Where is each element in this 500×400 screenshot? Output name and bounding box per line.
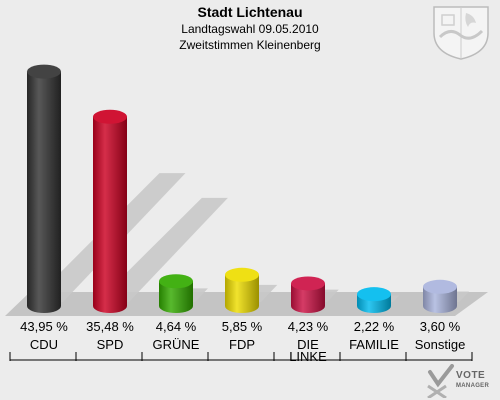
bar-top bbox=[423, 279, 457, 294]
bar-body bbox=[93, 116, 127, 313]
bar-shadow bbox=[97, 197, 228, 302]
bars bbox=[27, 64, 457, 313]
category-label: DIE bbox=[297, 337, 319, 352]
bar-gruene bbox=[159, 274, 193, 313]
bar-body bbox=[423, 286, 457, 313]
bar-top bbox=[357, 287, 391, 302]
bar-body bbox=[291, 283, 325, 313]
value-label: 2,22 % bbox=[354, 319, 395, 334]
bar-familie bbox=[357, 287, 391, 313]
category-label: SPD bbox=[97, 337, 124, 352]
bar-spd bbox=[93, 109, 127, 313]
category-label: LINKE bbox=[289, 349, 327, 364]
bar-top bbox=[93, 109, 127, 124]
coat-of-arms-icon bbox=[433, 6, 489, 60]
bar-cdu bbox=[27, 64, 61, 313]
category-label: Sonstige bbox=[415, 337, 466, 352]
bar-die-linke bbox=[291, 276, 325, 313]
bar-top bbox=[291, 276, 325, 291]
watermark-line2: MANAGER bbox=[456, 383, 490, 389]
value-label: 5,85 % bbox=[222, 319, 263, 334]
chart-subtitle-district: Zweitstimmen Kleinenberg bbox=[179, 38, 321, 52]
bar-top bbox=[27, 64, 61, 79]
watermark-text: VOTE MANAGER bbox=[456, 370, 500, 392]
value-label: 4,23 % bbox=[288, 319, 329, 334]
vote-manager-logo-icon bbox=[427, 364, 454, 398]
chart-subtitle-election: Landtagswahl 09.05.2010 bbox=[181, 22, 319, 36]
category-label: CDU bbox=[30, 337, 58, 352]
category-axis bbox=[9, 352, 473, 361]
bar-body bbox=[225, 274, 259, 313]
bar-top bbox=[225, 267, 259, 282]
category-label: FAMILIE bbox=[349, 337, 399, 352]
category-label: FDP bbox=[229, 337, 255, 352]
value-label: 35,48 % bbox=[86, 319, 134, 334]
value-labels: 43,95 % 35,48 % 4,64 % 5,85 % 4,23 % 2,22 % 3,… bbox=[20, 319, 461, 334]
bar-body bbox=[27, 71, 61, 313]
value-label: 4,64 % bbox=[156, 319, 197, 334]
value-label: 3,60 % bbox=[420, 319, 461, 334]
bar-top bbox=[159, 274, 193, 289]
bar-fdp bbox=[225, 267, 259, 313]
value-label: 43,95 % bbox=[20, 319, 68, 334]
chart-title: Stadt Lichtenau bbox=[197, 4, 303, 20]
bar-sonstige bbox=[423, 279, 457, 313]
bar-body bbox=[159, 281, 193, 313]
category-label: GRÜNE bbox=[153, 337, 200, 352]
watermark-line1: VOTE bbox=[456, 370, 486, 381]
